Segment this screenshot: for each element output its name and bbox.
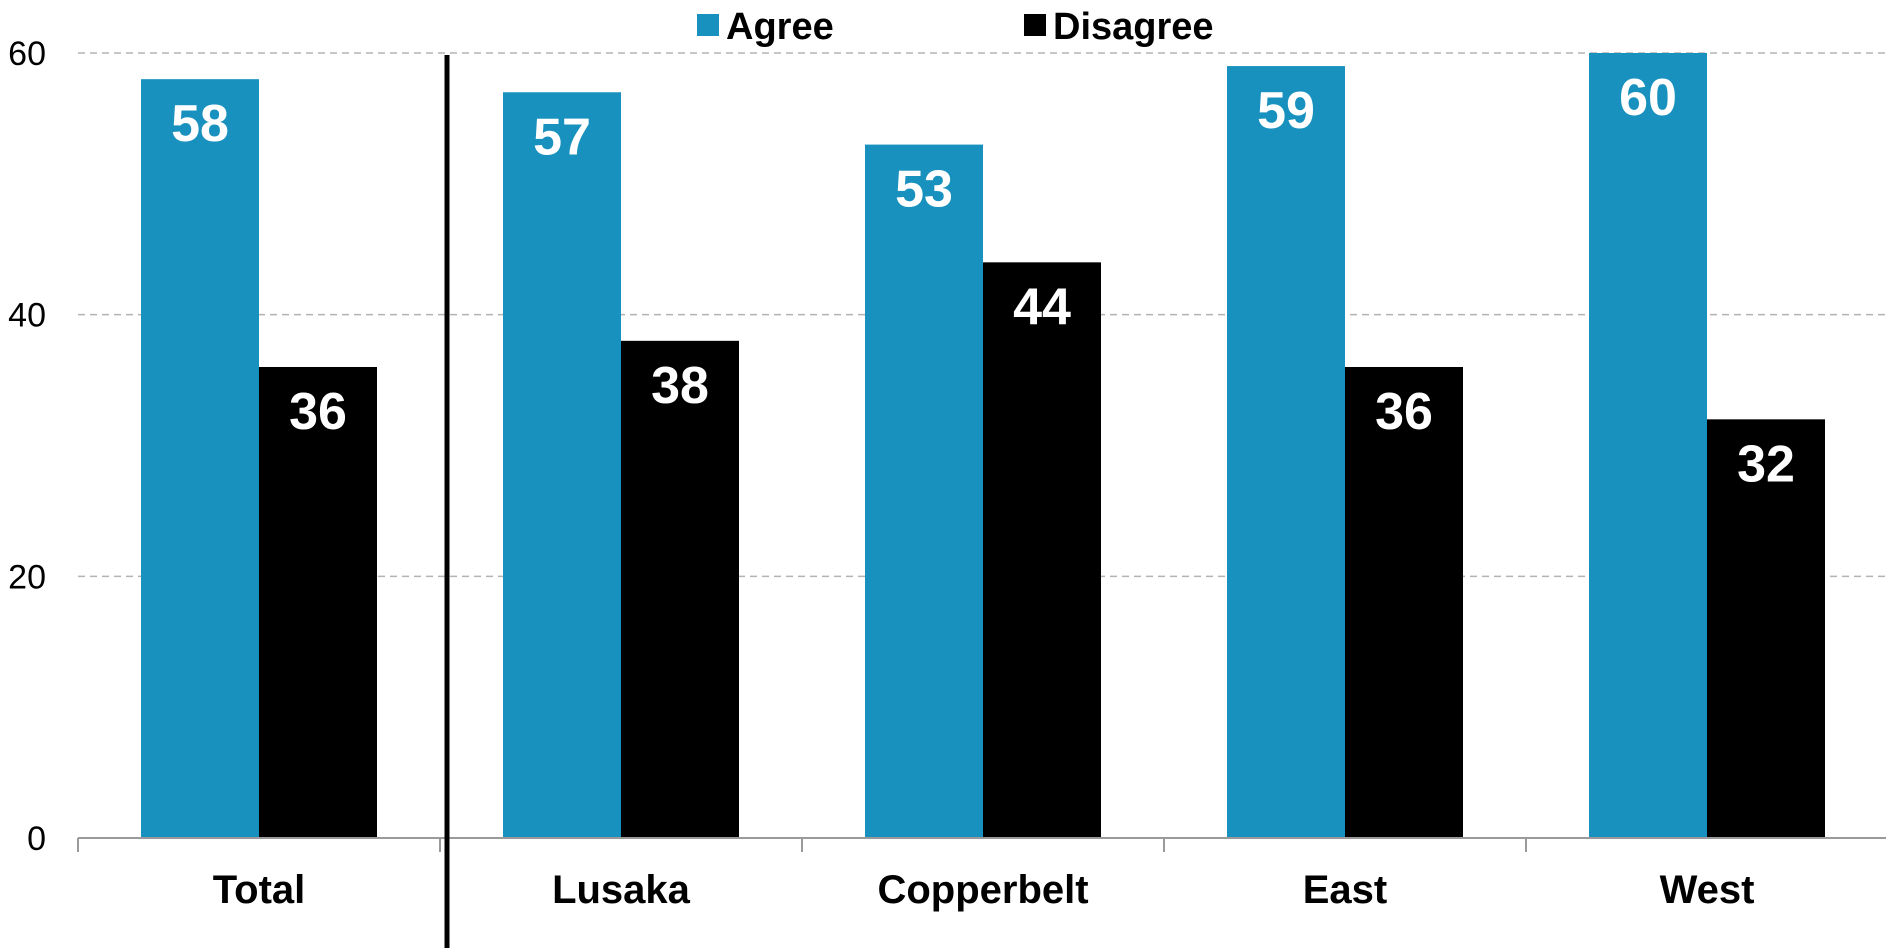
data-label: 58 [171, 95, 229, 153]
bar-disagree-total [259, 367, 377, 838]
bar-agree-lusaka [503, 92, 621, 838]
bars [141, 53, 1825, 839]
data-label: 36 [289, 383, 347, 441]
data-label: 53 [895, 161, 953, 219]
data-label: 32 [1737, 435, 1795, 493]
bar-agree-west [1589, 53, 1707, 838]
legend-swatch-disagree [1024, 14, 1046, 36]
y-tick-label: 20 [8, 558, 46, 596]
legend-label-agree: Agree [726, 6, 834, 48]
y-tick-label: 0 [27, 820, 46, 858]
bar-disagree-west [1707, 419, 1825, 838]
data-labels: 58 36 57 38 53 44 59 36 60 32 [171, 69, 1795, 493]
bar-agree-copperbelt [865, 144, 983, 839]
bar-disagree-east [1345, 367, 1463, 838]
y-tick-label: 40 [8, 297, 46, 335]
y-tick-label: 60 [8, 35, 46, 73]
legend-swatch-agree [697, 14, 719, 36]
y-axis-ticks: 0 20 40 60 [8, 35, 46, 858]
legend: Agree Disagree [697, 6, 1214, 48]
data-label: 60 [1619, 69, 1677, 127]
data-label: 36 [1375, 383, 1433, 441]
legend-label-disagree: Disagree [1053, 6, 1214, 48]
x-axis [77, 55, 1886, 948]
category-label: Lusaka [552, 868, 691, 912]
bar-agree-east [1227, 66, 1345, 839]
category-labels: Total Lusaka Copperbelt East West [213, 868, 1755, 912]
category-label: Total [213, 868, 306, 912]
data-label: 38 [651, 357, 709, 415]
bar-disagree-copperbelt [983, 262, 1101, 838]
category-label: East [1303, 868, 1388, 912]
bar-disagree-lusaka [621, 340, 739, 838]
category-label: Copperbelt [877, 868, 1088, 912]
data-label: 44 [1013, 278, 1071, 336]
category-label: West [1660, 868, 1755, 912]
bar-agree-total [141, 79, 259, 838]
data-label: 59 [1257, 82, 1315, 140]
data-label: 57 [533, 108, 591, 166]
